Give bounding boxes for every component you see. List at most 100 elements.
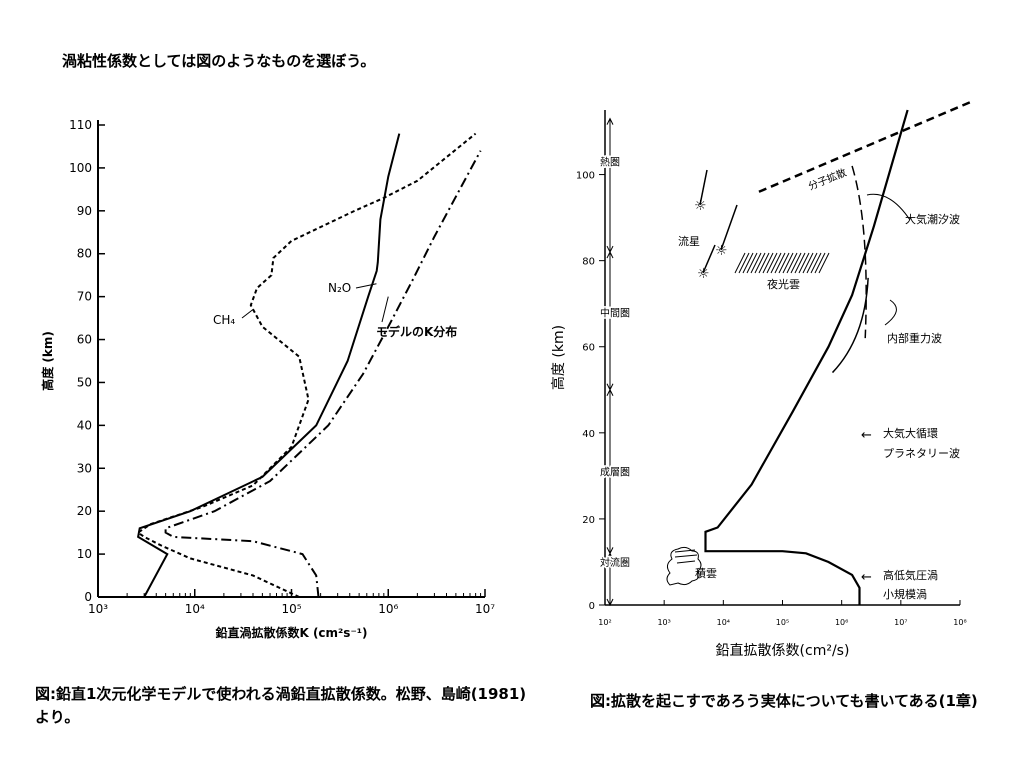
cloud-hatch bbox=[782, 252, 794, 274]
meteor-trail bbox=[699, 169, 708, 206]
y-tick-label: 60 bbox=[77, 333, 92, 347]
noctilucent-label: 夜光雲 bbox=[767, 277, 800, 291]
planetary-label-1: 大気大循環 bbox=[883, 426, 938, 440]
y-axis-label: 高度 (km) bbox=[40, 331, 55, 391]
caption-right: 図:拡散を起こすであろう実体についても書いてある(1章) bbox=[590, 692, 978, 710]
meteors-label: 流星 bbox=[678, 234, 700, 248]
y-tick-label: 10 bbox=[77, 547, 92, 561]
cloud-hatch bbox=[762, 252, 774, 274]
figure-diffusion-sources: 0 20 40 60 80 100 10² 10³ 10⁴ 10⁵ 10⁶ 10⁷ 10⁸ 鉛直拡散係数(… bbox=[545, 95, 985, 675]
layer-label: 中間圏 bbox=[600, 306, 630, 319]
x-tick-label: 10⁵ bbox=[776, 618, 789, 627]
series-line-2 bbox=[164, 150, 482, 598]
series-label-ch4: CH₄ bbox=[213, 313, 235, 327]
cloud-hatch bbox=[794, 252, 806, 274]
figure-k-profile: 0 10 20 30 40 50 60 70 80 90 100 110 10³ 10⁴ 10⁵ 10⁶ 10⁷… bbox=[30, 110, 510, 650]
cloud-hatch bbox=[818, 252, 830, 274]
y-tick-label: 70 bbox=[77, 290, 92, 304]
meteor-trail bbox=[702, 244, 716, 274]
y-tick-label: 80 bbox=[582, 257, 595, 268]
series-label-n2o: N₂O bbox=[328, 281, 351, 295]
noctilucent-cloud-icon bbox=[734, 252, 830, 274]
cloud-hatch bbox=[806, 252, 818, 274]
layer-arrow-head bbox=[606, 383, 614, 391]
weather-arrow-icon: ← bbox=[861, 570, 872, 585]
x-tick-label: 10³ bbox=[88, 602, 108, 616]
x-tick-label: 10² bbox=[598, 618, 611, 627]
leader-model bbox=[381, 296, 389, 323]
cloud-hatch bbox=[786, 252, 798, 274]
tides-leader bbox=[866, 193, 911, 221]
cloud-hatch bbox=[802, 252, 814, 274]
cumulus-label: 積雲 bbox=[695, 566, 717, 580]
cloud-hatch bbox=[738, 252, 750, 274]
y-tick-label: 40 bbox=[77, 418, 92, 432]
y-tick-label: 50 bbox=[77, 375, 92, 389]
gravity-wave-arc bbox=[831, 277, 869, 374]
y-tick-label: 80 bbox=[77, 247, 92, 261]
layer-arrow-head bbox=[606, 598, 614, 607]
meteor-trail bbox=[720, 204, 738, 251]
series-line-0 bbox=[136, 133, 401, 598]
y-tick-label: 110 bbox=[69, 118, 92, 132]
gravity-waves-label: 内部重力波 bbox=[887, 331, 942, 345]
y-tick-label: 100 bbox=[69, 161, 92, 175]
x-tick-label: 10⁸ bbox=[953, 618, 966, 627]
y-tick-label: 90 bbox=[77, 204, 92, 218]
cloud-hatch bbox=[774, 252, 786, 274]
planetary-label-2: プラネタリー波 bbox=[883, 447, 960, 460]
layer-arrow-head bbox=[606, 117, 614, 125]
meteor-star-icon: ☼ bbox=[694, 198, 707, 214]
tidal-arc bbox=[851, 165, 867, 339]
chart-k-profile: 0 10 20 30 40 50 60 70 80 90 100 110 10³ 10⁴ 10⁵ 10⁶ 10⁷… bbox=[40, 118, 495, 640]
cloud-hatch bbox=[778, 252, 790, 274]
cloud-hatch bbox=[790, 252, 802, 274]
cloud-hatch bbox=[766, 252, 778, 274]
cloud-hatch bbox=[746, 252, 758, 274]
y-tick-label: 20 bbox=[77, 504, 92, 518]
x-axis-label: 鉛直渦拡散係数K (cm²s⁻¹) bbox=[214, 625, 367, 640]
gravity-leader bbox=[884, 299, 897, 326]
leader-n2o bbox=[355, 283, 377, 289]
tides-label: 大気潮汐波 bbox=[905, 212, 960, 226]
leader-ch4 bbox=[241, 309, 254, 319]
cloud-hatch bbox=[814, 252, 826, 274]
x-tick-label: 10⁵ bbox=[281, 602, 301, 616]
x-tick-label: 10⁶ bbox=[378, 602, 398, 616]
k-profile-line bbox=[704, 109, 909, 605]
y-tick-label: 30 bbox=[77, 461, 92, 475]
meteor-star-icon: ☼ bbox=[697, 266, 710, 282]
series-line-1 bbox=[136, 132, 477, 598]
x-tick-label: 10⁷ bbox=[894, 618, 907, 627]
planetary-arrow-icon: ← bbox=[861, 428, 872, 443]
y-tick-label: 40 bbox=[582, 429, 595, 440]
x-axis-label: 鉛直拡散係数(cm²/s) bbox=[716, 642, 850, 659]
cloud-hatch bbox=[754, 252, 766, 274]
layer-label: 熱圏 bbox=[600, 156, 620, 169]
y-tick-label: 20 bbox=[582, 515, 595, 526]
x-tick-label: 10⁶ bbox=[835, 618, 848, 627]
y-axis-label: 高度 (km) bbox=[550, 325, 567, 390]
layer-label: 対流圏 bbox=[600, 556, 630, 569]
cloud-hatch bbox=[742, 252, 754, 274]
cloud-hatch bbox=[798, 252, 810, 274]
x-tick-label: 10⁷ bbox=[475, 602, 495, 616]
y-tick-label: 60 bbox=[582, 343, 595, 354]
cumulus-lines bbox=[674, 549, 698, 564]
slide-title: 渦粘性係数としては図のようなものを選ぼう。 bbox=[62, 52, 376, 70]
y-tick-label: 100 bbox=[576, 171, 595, 182]
molecular-diffusion-line bbox=[758, 100, 973, 193]
weather-label-2: 小規模渦 bbox=[883, 587, 927, 601]
y-tick-label: 0 bbox=[84, 590, 92, 604]
cloud-hatch bbox=[750, 252, 762, 274]
weather-label-1: 高低気圧渦 bbox=[883, 568, 938, 582]
cloud-hatch bbox=[810, 252, 822, 274]
layer-label: 成層圏 bbox=[600, 467, 630, 479]
cumulus-cloud-icon bbox=[666, 546, 702, 586]
caption-left: 図:鉛直1次元化学モデルで使われる渦鉛直拡散係数。松野、島崎(1981)より。 bbox=[35, 685, 527, 726]
x-tick-label: 10⁴ bbox=[185, 602, 205, 616]
layer-arrow-head bbox=[606, 547, 614, 555]
x-tick-label: 10³ bbox=[657, 618, 670, 627]
cloud-hatch bbox=[734, 252, 746, 274]
meteor-star-icon: ☼ bbox=[715, 243, 728, 259]
